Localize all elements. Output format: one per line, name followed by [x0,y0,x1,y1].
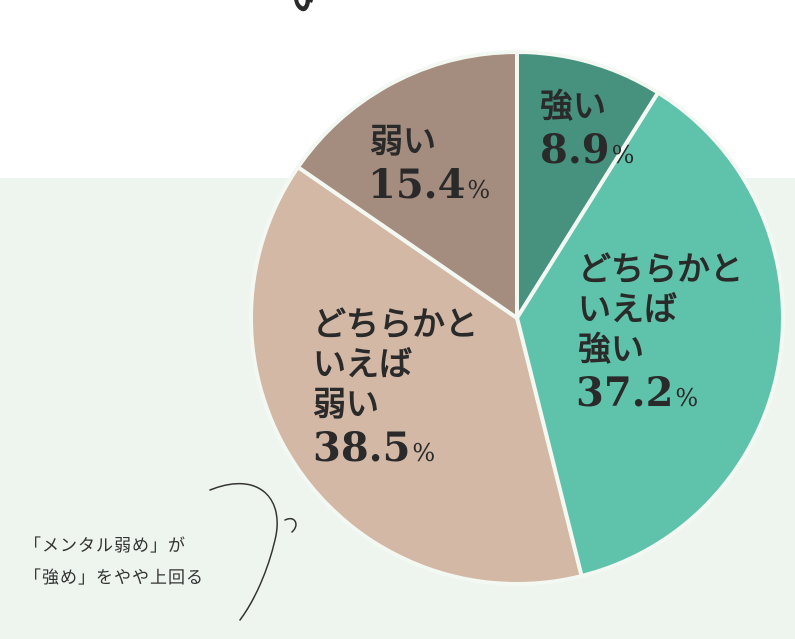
pie-slices [248,50,785,586]
pie-slice-4 [295,50,519,320]
slice-2-label-line-2: いえば [578,289,677,328]
slice-4-value-unit: % [467,176,490,204]
slice-3-label-line-3: 弱い [313,384,379,423]
pie-slice-3 [248,165,584,586]
slice-1-value-unit: % [612,141,635,169]
slice-4-label-line-1: 弱い [370,121,436,160]
slice-2-label-line-3: 強い [578,329,644,368]
slice-3-label-line-2: いえば [313,344,412,383]
annotation-line-1: 「メンタル弱め」が [24,536,186,556]
annotation-line-2: 「強め」をやや上回る [24,568,204,588]
annotation-note: 「メンタル弱め」が 「強め」をやや上回る [24,530,264,594]
slice-2-value-unit: % [675,384,698,412]
annotation-pointer-line [209,483,297,621]
slice-3-value-unit: % [412,439,435,467]
pie-slice-2 [515,90,785,579]
chart-title-text: あなたはメンタルが強い？ [270,0,773,22]
slice-3-label-line-1: どちらかと [313,304,478,343]
slice-1-label-line-1: 強い [540,86,606,125]
chart-title: あなたはメンタルが強い？ [270,0,775,22]
pie-slice-1 [515,50,661,320]
slice-2-label-line-1: どちらかと [578,249,743,288]
pie-labels: 強い8.9%どちらかといえば強い37.2%どちらかといえば弱い38.5%弱い15… [313,86,743,471]
